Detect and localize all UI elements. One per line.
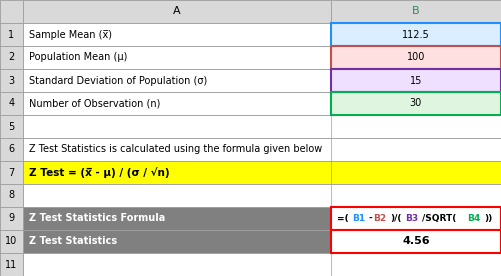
Text: 100: 100 [407,52,425,62]
Text: 112.5: 112.5 [402,30,430,39]
Bar [23,253,501,276]
Bar [331,69,501,92]
Text: 8: 8 [8,190,15,200]
Bar [23,138,501,161]
Text: 30: 30 [410,99,422,108]
Bar [331,23,501,46]
Bar [23,115,501,138]
Bar [0,46,23,69]
Bar [331,230,501,253]
Text: )): )) [484,214,492,223]
Text: B: B [412,7,420,17]
Bar [331,46,501,69]
Text: Z Test = (x̅ - μ) / (σ / √n): Z Test = (x̅ - μ) / (σ / √n) [29,167,169,178]
Bar [23,207,331,230]
Bar [0,207,23,230]
Bar [23,69,331,92]
Text: B1: B1 [352,214,365,223]
Text: B4: B4 [466,214,480,223]
Bar [0,92,23,115]
Bar [0,161,23,184]
Text: 5: 5 [8,121,15,131]
Bar [0,23,23,46]
Text: Sample Mean (x̅): Sample Mean (x̅) [29,30,112,39]
Text: Z Test Statistics: Z Test Statistics [29,237,117,246]
Bar [23,161,501,184]
Text: 4: 4 [8,99,15,108]
Bar [331,92,501,115]
Text: Z Test Statistics is calculated using the formula given below: Z Test Statistics is calculated using th… [29,145,322,155]
Text: Number of Observation (n): Number of Observation (n) [29,99,160,108]
Text: Population Mean (μ): Population Mean (μ) [29,52,127,62]
Text: 11: 11 [5,259,18,269]
Bar [23,230,331,253]
Bar [0,253,23,276]
Text: 1: 1 [8,30,15,39]
Text: 7: 7 [8,168,15,177]
Bar [23,184,501,207]
Bar [23,23,331,46]
Text: B3: B3 [405,214,418,223]
Text: 3: 3 [8,76,15,86]
Bar [0,115,23,138]
Bar [23,0,331,23]
Bar [0,0,23,23]
Bar [0,184,23,207]
Text: Z Test Statistics Formula: Z Test Statistics Formula [29,214,165,224]
Bar [23,46,331,69]
Text: 2: 2 [8,52,15,62]
Bar [331,207,501,230]
Text: 4.56: 4.56 [402,237,430,246]
Text: Standard Deviation of Population (σ): Standard Deviation of Population (σ) [29,76,207,86]
Text: B2: B2 [374,214,387,223]
Bar [0,138,23,161]
Text: 15: 15 [410,76,422,86]
Bar [23,92,331,115]
Bar [0,69,23,92]
Text: -: - [369,214,373,223]
Bar [0,230,23,253]
Text: 9: 9 [8,214,15,224]
Bar [331,0,501,23]
Text: A: A [173,7,180,17]
Text: 6: 6 [8,145,15,155]
Text: =(: =( [337,214,348,223]
Text: /SQRT(: /SQRT( [422,214,457,223]
Text: 10: 10 [5,237,18,246]
Text: )/(: )/( [391,214,402,223]
